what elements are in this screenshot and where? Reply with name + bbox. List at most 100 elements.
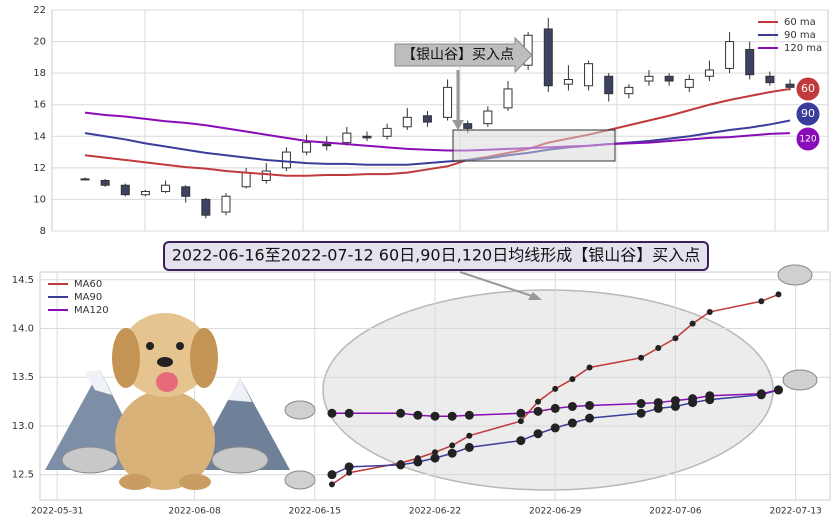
y-tick-label: 22 <box>33 5 46 16</box>
y-tick-label: 16 <box>33 100 46 111</box>
ma-point <box>516 436 526 446</box>
y-tick-label: 14 <box>33 131 46 142</box>
ma-tag <box>795 76 821 102</box>
ma-point <box>464 410 474 420</box>
ma-point <box>705 391 715 401</box>
ma-point <box>550 403 560 413</box>
candle-body <box>644 75 654 82</box>
x-tick-label: 2022-07-06 <box>649 507 702 517</box>
ma-point <box>430 411 440 421</box>
candle-body <box>684 78 694 88</box>
x-tick-label: 2022-06-29 <box>529 507 582 517</box>
ma-point <box>533 406 543 416</box>
ma-tag-label: 90 <box>801 107 815 120</box>
underlay <box>322 289 774 491</box>
x-tick-label: 2022-07-13 <box>769 507 821 517</box>
x-tick-label: 2022-06-08 <box>168 507 221 517</box>
y-tick-label: 20 <box>33 37 46 48</box>
dog-nose <box>157 357 173 367</box>
ma-point <box>533 429 543 439</box>
legend-label: 90 ma <box>784 30 816 41</box>
ma-point <box>396 408 406 418</box>
candle-body <box>402 116 412 128</box>
ma-point <box>449 442 456 449</box>
candle-body <box>785 83 795 88</box>
ma-point <box>516 408 526 418</box>
candle-body <box>302 142 312 153</box>
annotation-arrow-head <box>528 292 542 300</box>
annotation-arrow-box <box>394 36 533 74</box>
ma-point <box>328 481 335 488</box>
y-tick-label: 10 <box>33 194 46 205</box>
dog-tongue <box>156 372 178 392</box>
candle-body <box>463 123 473 129</box>
candle-body <box>624 86 634 95</box>
y-tick-label: 12.5 <box>12 470 34 481</box>
mountain <box>190 378 290 470</box>
ma-tag <box>795 101 821 127</box>
dog-head <box>120 313 210 397</box>
ma-line <box>84 119 791 166</box>
ma-point <box>466 432 473 439</box>
annotation-box <box>163 241 709 271</box>
ma-point <box>517 418 524 425</box>
ma-point <box>773 385 783 395</box>
ma-line <box>84 87 791 177</box>
ingot <box>61 446 119 474</box>
ma-tag-label: 120 <box>799 135 816 145</box>
ma-point <box>464 442 474 452</box>
candle-body <box>120 184 130 196</box>
candle-body <box>604 75 614 95</box>
ma-point <box>585 400 595 410</box>
ma-point <box>706 308 713 315</box>
ma-point <box>569 376 576 383</box>
ma-point <box>447 448 457 458</box>
ma-point <box>636 399 646 409</box>
candle-body <box>443 86 453 118</box>
ma-point <box>688 394 698 404</box>
candle-body <box>503 88 513 109</box>
candle-body <box>342 132 352 144</box>
ma-point <box>413 410 423 420</box>
annotation-arrow <box>459 271 536 298</box>
ma-point <box>756 389 766 399</box>
ma-point <box>344 408 354 418</box>
ma-point <box>567 401 577 411</box>
dog-eye <box>146 342 154 350</box>
ingot <box>284 400 316 420</box>
ingot <box>782 369 818 391</box>
candle-body <box>382 127 392 137</box>
candle-body <box>664 75 674 82</box>
ma-point <box>638 354 645 361</box>
ma-point <box>432 449 438 456</box>
dog-eye <box>176 342 184 350</box>
candle-body <box>161 184 171 193</box>
candle-body <box>584 63 594 87</box>
ma-point <box>396 460 406 470</box>
mountain-snow <box>228 378 252 402</box>
legend-label: MA90 <box>74 292 102 303</box>
ma-point <box>672 335 679 342</box>
candle-body <box>261 170 271 181</box>
ma-point <box>655 345 662 351</box>
y-tick-label: 8 <box>40 226 46 237</box>
candle-body <box>80 178 90 181</box>
candle-body <box>201 198 211 216</box>
ma-point <box>447 411 457 421</box>
ma-point <box>430 453 440 463</box>
ma-point <box>552 385 559 392</box>
dog-ear <box>112 328 140 388</box>
ma-tag <box>795 126 821 152</box>
ma-point <box>653 398 663 408</box>
legend-label: MA120 <box>74 305 109 316</box>
ma-line <box>84 111 791 152</box>
y-tick-label: 12 <box>33 163 46 174</box>
legend-label: MA60 <box>74 279 102 290</box>
candle-body <box>322 143 332 147</box>
ma-point <box>758 298 765 305</box>
annotation-arrow-head <box>452 120 464 130</box>
ma-point <box>327 470 337 480</box>
annotation: 2022-06-16至2022-07-12 60日,90日,120日均线形成【银… <box>172 246 701 265</box>
ingot <box>777 264 813 286</box>
